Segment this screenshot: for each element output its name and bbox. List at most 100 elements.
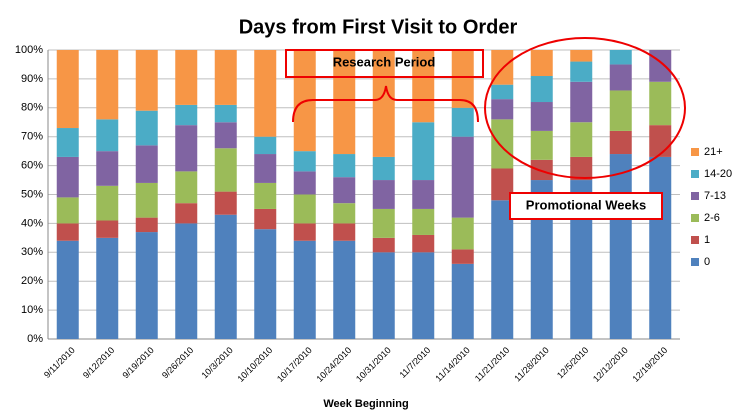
bar-segment xyxy=(214,191,237,215)
bar-segment xyxy=(412,252,435,339)
bar-segment xyxy=(649,50,672,82)
bar-segment xyxy=(412,208,435,235)
bar-segment xyxy=(96,237,119,339)
bar-segment xyxy=(135,182,158,218)
bar-segment xyxy=(649,156,672,339)
bar-segment xyxy=(530,76,553,103)
bar-segment xyxy=(254,208,277,230)
y-tick-label: 10% xyxy=(21,304,43,316)
y-tick-label: 100% xyxy=(15,44,43,56)
bar-segment xyxy=(333,154,356,178)
annotation-text: Research Period xyxy=(333,54,436,69)
legend-swatch xyxy=(691,148,699,156)
bar-segment xyxy=(254,136,277,155)
bar-segment xyxy=(96,220,119,238)
bar-segment xyxy=(96,185,119,221)
bar-segment xyxy=(609,90,632,131)
legend-label: 7-13 xyxy=(704,190,726,202)
bar-segment xyxy=(254,50,277,137)
bar-segment xyxy=(412,122,435,181)
bar-segment xyxy=(333,203,356,224)
bar-segment xyxy=(175,203,198,224)
chart-title: Days from First Visit to Order xyxy=(239,16,518,38)
bar-segment xyxy=(175,125,198,172)
bar-segment xyxy=(135,145,158,183)
y-tick-label: 0% xyxy=(27,333,43,345)
bar-segment xyxy=(649,125,672,157)
bar-segment xyxy=(214,148,237,192)
bar-segment xyxy=(491,99,514,120)
bar-segment xyxy=(214,50,237,105)
bar-segment xyxy=(451,107,474,137)
bar-segment xyxy=(570,122,593,157)
bar-segment xyxy=(609,130,632,155)
bar-segment xyxy=(530,130,553,160)
bar-segment xyxy=(412,50,435,123)
y-tick-label: 20% xyxy=(21,275,43,287)
bar-segment xyxy=(254,154,277,183)
bar-segment xyxy=(333,177,356,204)
bar-segment xyxy=(56,50,79,129)
bar-segment xyxy=(412,234,435,253)
bar-segment xyxy=(293,151,316,172)
bar-segment xyxy=(56,223,79,241)
bar-segment xyxy=(530,102,553,131)
bar-segment xyxy=(135,217,158,233)
y-tick-label: 40% xyxy=(21,217,43,229)
bar-segment xyxy=(609,154,632,339)
legend-label: 1 xyxy=(704,234,710,246)
bar-segment xyxy=(530,50,553,77)
bar-segment xyxy=(333,240,356,339)
legend-label: 2-6 xyxy=(704,212,720,224)
bar-segment xyxy=(609,64,632,91)
legend-swatch xyxy=(691,258,699,266)
bar-segment xyxy=(56,197,79,224)
bar-segment xyxy=(412,180,435,209)
legend-swatch xyxy=(691,170,699,178)
bar-segment xyxy=(491,84,514,100)
bar-segment xyxy=(451,263,474,339)
bar-segment xyxy=(96,119,119,152)
x-axis-title: Week Beginning xyxy=(323,398,408,410)
bar-segment xyxy=(135,50,158,111)
bar-segment xyxy=(570,156,593,181)
bar-segment xyxy=(56,240,79,339)
legend-swatch xyxy=(691,236,699,244)
bar-segment xyxy=(96,151,119,186)
y-tick-label: 30% xyxy=(21,246,43,258)
bar-segment xyxy=(175,104,198,126)
bar-segment xyxy=(56,156,79,198)
bar-segment xyxy=(372,208,395,238)
bar-segment xyxy=(254,182,277,209)
bar-segment xyxy=(451,249,474,264)
bar-segment xyxy=(96,50,119,120)
annotation-brace xyxy=(292,85,479,123)
annotation-box xyxy=(509,192,663,220)
bar-segment xyxy=(135,110,158,146)
legend-label: 14-20 xyxy=(704,168,732,180)
y-tick-label: 70% xyxy=(21,131,43,143)
bar-segment xyxy=(570,50,593,62)
bar-segment xyxy=(214,104,237,123)
bar-segment xyxy=(570,81,593,123)
bar-segment xyxy=(293,171,316,195)
y-tick-label: 50% xyxy=(21,188,43,200)
legend-label: 0 xyxy=(704,256,710,268)
bar-segment xyxy=(175,50,198,105)
bar-segment xyxy=(491,168,514,201)
y-tick-label: 60% xyxy=(21,160,43,172)
bar-segment xyxy=(372,252,395,339)
bar-segment xyxy=(649,81,672,126)
bar-segment xyxy=(372,180,395,209)
legend-swatch xyxy=(691,192,699,200)
bar-segment xyxy=(609,50,632,65)
bar-segment xyxy=(254,229,277,339)
annotation-text: Promotional Weeks xyxy=(526,197,646,212)
bar-segment xyxy=(175,171,198,204)
bar-segment xyxy=(491,119,514,169)
annotation-ellipse xyxy=(484,37,686,179)
bar-segment xyxy=(135,232,158,339)
bar-segment xyxy=(530,159,553,181)
bar-segment xyxy=(175,223,198,339)
